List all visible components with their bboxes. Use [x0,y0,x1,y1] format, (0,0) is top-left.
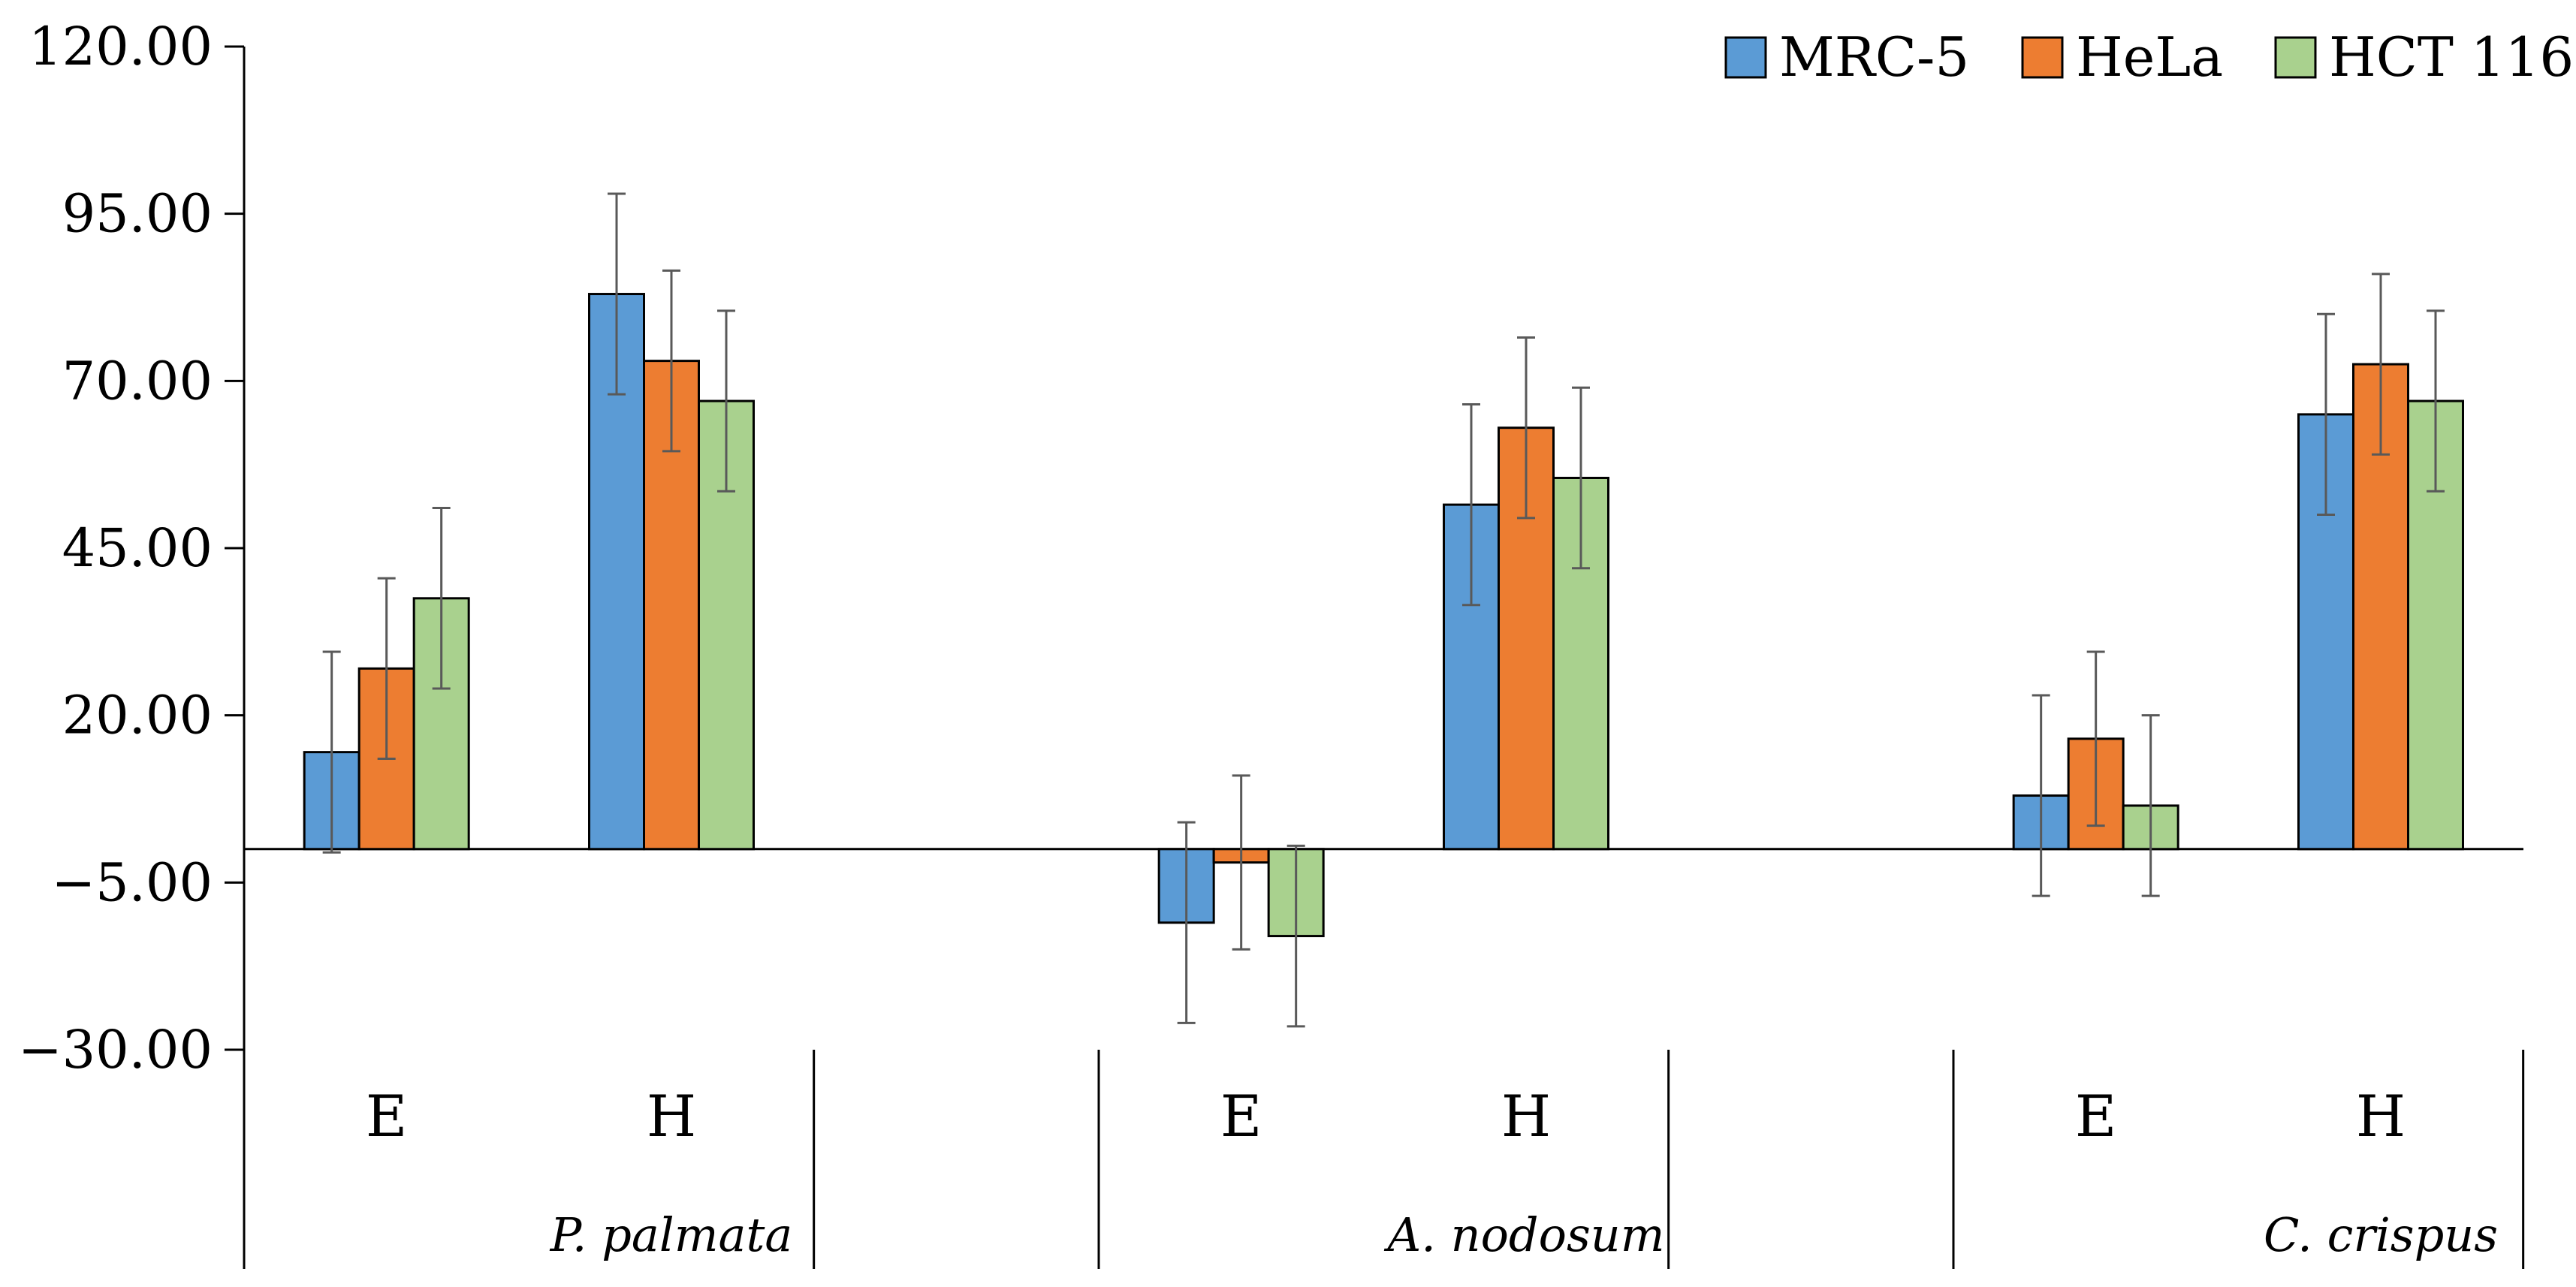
y-axis-ticks: 120.00 95.00 70.00 45.00 20.00 −5.00 −30.00 [18,16,244,1081]
y-tick-label: 20.00 [62,685,213,746]
y-tick-label: −5.00 [51,851,213,913]
group-label: A. nodosum [1383,1207,1664,1262]
legend-swatch-hela [2021,36,2064,79]
legend-label-mrc-5: MRC-5 [1779,26,1969,89]
legend: MRC-5 HeLa HCT 116 [1724,26,2574,89]
category-label: E [2075,1083,2116,1150]
legend-swatch-hct-116 [2274,36,2317,79]
y-tick-label: 95.00 [62,183,213,245]
category-label: H [2356,1083,2406,1150]
legend-label-hct-116: HCT 116 [2329,26,2574,89]
bars [303,293,2464,938]
error-bars [322,192,2445,1028]
y-tick-label: −30.00 [18,1019,213,1081]
group-label: P. palmata [550,1207,793,1262]
y-tick-label: 45.00 [62,517,213,579]
category-labels: E H P. palmata E H A. nodosum E H C. crispus [366,1083,2498,1262]
category-label: H [647,1083,696,1150]
group-label: C. crispus [2264,1207,2498,1262]
category-label: E [1220,1083,1262,1150]
category-label: H [1501,1083,1551,1150]
y-tick-label: 120.00 [29,16,213,77]
legend-label-hela: HeLa [2076,26,2223,89]
y-tick-label: 70.00 [62,350,213,411]
legend-swatch-mrc-5 [1724,36,1767,79]
axes [243,47,2525,1269]
category-label: E [366,1083,407,1150]
